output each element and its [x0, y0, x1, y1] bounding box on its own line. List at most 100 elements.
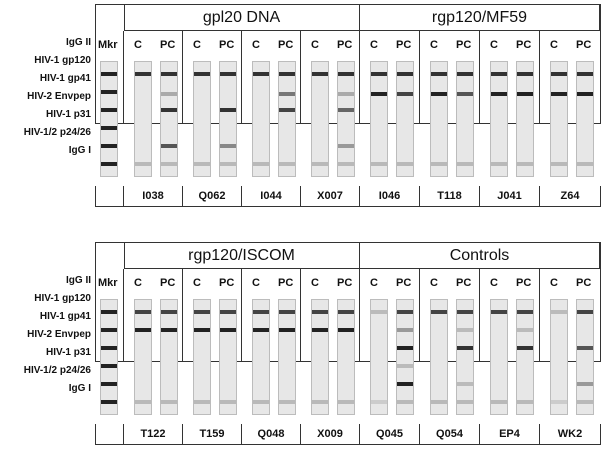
sample-id: J041	[480, 186, 540, 206]
band-igg-ii	[431, 310, 447, 314]
lane-label-pc: PC	[516, 277, 532, 289]
lane-label-c: C	[134, 39, 142, 51]
band-igg-ii	[431, 72, 447, 76]
row-label-p31: HIV-1 p31	[45, 109, 91, 120]
sample-id: I038	[124, 186, 183, 206]
marker-band	[101, 382, 117, 386]
strip-c	[490, 299, 508, 415]
lane-label-pc: PC	[337, 39, 353, 51]
band-igg-i	[397, 400, 413, 404]
band-p24	[220, 144, 236, 148]
sample-cell: C PC	[360, 269, 420, 415]
lane-label-c: C	[193, 277, 201, 289]
lane-label-c: C	[490, 277, 498, 289]
band-p24	[577, 382, 593, 386]
strip-c	[550, 299, 568, 415]
band-igg-ii	[279, 310, 295, 314]
row-label-p24: HIV-1/2 p24/26	[23, 365, 91, 376]
sample-id: Q054	[420, 424, 480, 444]
band-igg-ii	[279, 72, 295, 76]
sample-cell: C PC	[480, 31, 540, 177]
row-label-igg-ii: IgG II	[66, 275, 91, 286]
band-gp120	[135, 328, 151, 332]
band-gp120	[457, 328, 473, 332]
blot-panel-bottom: rgp120/ISCOM Controls Mkr C PC C PC	[95, 242, 601, 415]
band-igg-ii	[135, 72, 151, 76]
band-igg-ii	[338, 72, 354, 76]
band-gp41	[279, 108, 295, 112]
band-gp41	[517, 346, 533, 350]
row-label-igg-ii: IgG II	[66, 37, 91, 48]
sample-id: I044	[242, 186, 301, 206]
band-gp120	[491, 92, 507, 96]
sample-id: T118	[420, 186, 480, 206]
lane-label-c: C	[252, 39, 260, 51]
sample-id: EP4	[480, 424, 540, 444]
sample-id: WK2	[557, 428, 583, 440]
strip-c	[370, 299, 388, 415]
band-igg-ii	[312, 310, 328, 314]
band-igg-i	[371, 162, 387, 166]
lane-label-c: C	[430, 277, 438, 289]
band-igg-i	[491, 162, 507, 166]
band-env	[397, 364, 413, 368]
band-igg-ii	[135, 310, 151, 314]
mkr-label: Mkr	[98, 277, 118, 289]
marker-band	[101, 144, 117, 148]
band-igg-ii	[253, 310, 269, 314]
band-gp120	[161, 328, 177, 332]
strip-c	[134, 61, 152, 177]
band-gp120	[517, 328, 533, 332]
strip-pc	[576, 299, 594, 415]
lane-label-pc: PC	[219, 39, 235, 51]
lane-label-c: C	[550, 277, 558, 289]
row-label-gp120: HIV-1 gp120	[34, 293, 91, 304]
lane-label-c: C	[134, 277, 142, 289]
band-gp41	[220, 108, 236, 112]
sample-id: Q045	[360, 424, 420, 444]
band-igg-i	[312, 162, 328, 166]
strip-pc	[160, 61, 178, 177]
row-label-p31: HIV-1 p31	[45, 347, 91, 358]
lane-label-c: C	[311, 39, 319, 51]
sample-cell: C PC	[540, 31, 600, 177]
sample-cell: C PC	[242, 31, 301, 177]
marker-band	[101, 310, 117, 314]
band-igg-ii	[397, 72, 413, 76]
lane-label-pc: PC	[160, 39, 176, 51]
band-igg-i	[135, 400, 151, 404]
mkr-header	[96, 243, 125, 269]
mkr-header	[96, 5, 125, 31]
row-label-p24: HIV-1/2 p24/26	[23, 127, 91, 138]
strip-pc	[396, 299, 414, 415]
strip-c	[550, 61, 568, 177]
band-igg-i	[194, 400, 210, 404]
strip-c	[252, 61, 270, 177]
band-igg-i	[577, 400, 593, 404]
row-label-gp41: HIV-1 gp41	[39, 73, 91, 84]
id-cell-empty	[96, 186, 124, 206]
band-igg-i	[253, 400, 269, 404]
band-igg-i	[431, 400, 447, 404]
band-igg-i	[517, 400, 533, 404]
strip-c	[490, 61, 508, 177]
group-title: rgp120/MF59	[360, 5, 600, 31]
band-igg-ii	[491, 72, 507, 76]
lane-label-c: C	[490, 39, 498, 51]
band-gp120	[577, 92, 593, 96]
lane-label-pc: PC	[576, 277, 592, 289]
strip-pc	[278, 61, 296, 177]
strip-c	[311, 61, 329, 177]
marker-band	[101, 400, 117, 404]
strip-c	[193, 61, 211, 177]
strip-pc	[278, 299, 296, 415]
sample-cell: C PC	[480, 269, 540, 415]
strip-pc	[576, 61, 594, 177]
strip-c	[311, 299, 329, 415]
marker-band	[101, 126, 117, 130]
sample-cell: C PC	[540, 269, 600, 415]
lane-label-c: C	[550, 39, 558, 51]
band-gp120	[397, 328, 413, 332]
lane-label-c: C	[370, 277, 378, 289]
strip-pc	[456, 299, 474, 415]
